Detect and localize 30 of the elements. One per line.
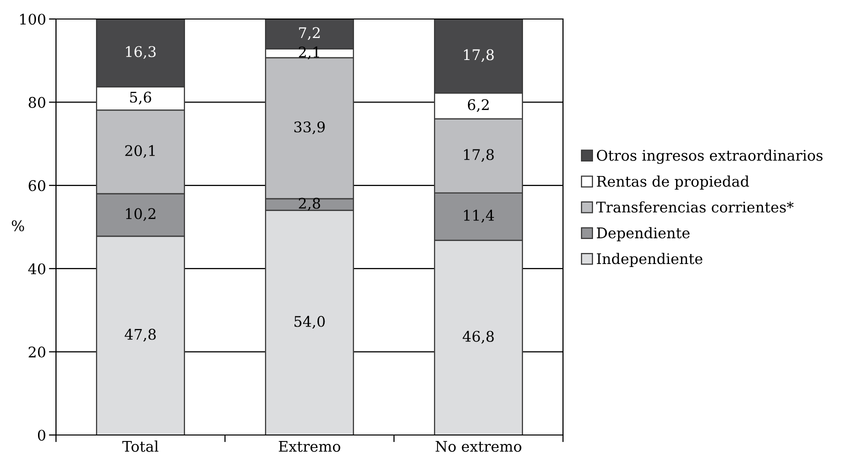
y-axis-title: % (12, 220, 24, 232)
x-tick-label: Extremo (278, 441, 340, 452)
data-label: 46,8 (462, 330, 494, 344)
data-label: 47,8 (124, 328, 156, 342)
data-label: 11,4 (464, 210, 494, 223)
data-label: 16,3 (126, 46, 156, 59)
y-tick-label: 60 (28, 180, 46, 192)
legend-label: Transferencias corrientes* (596, 201, 794, 213)
data-label: 2,1 (298, 46, 320, 60)
y-tick-label: 20 (28, 346, 46, 358)
legend-label: Independiente (596, 252, 702, 267)
data-label: 7,2 (299, 27, 320, 40)
data-label: 33,9 (294, 121, 325, 134)
data-label: 20,1 (125, 145, 155, 158)
y-tick-label: 100 (20, 14, 46, 25)
y-tick-label: 0 (38, 430, 46, 441)
x-tick-label: No extremo (436, 441, 522, 452)
data-label: 10,2 (126, 208, 156, 221)
data-label: 2,8 (298, 198, 320, 211)
data-label: 17,8 (464, 49, 494, 62)
data-label: 17,8 (464, 149, 494, 162)
y-tick-label: 40 (28, 263, 46, 274)
data-label: 54,0 (294, 316, 325, 329)
data-label: 6,2 (468, 99, 489, 112)
y-tick-label: 80 (28, 96, 46, 108)
legend-label: Otros ingresos extraordinarios (596, 150, 823, 164)
legend-label: Rentas de propiedad (596, 176, 750, 190)
legend-label: Dependiente (596, 227, 690, 242)
data-label: 5,6 (130, 92, 152, 104)
x-tick-label: Total (122, 440, 158, 452)
